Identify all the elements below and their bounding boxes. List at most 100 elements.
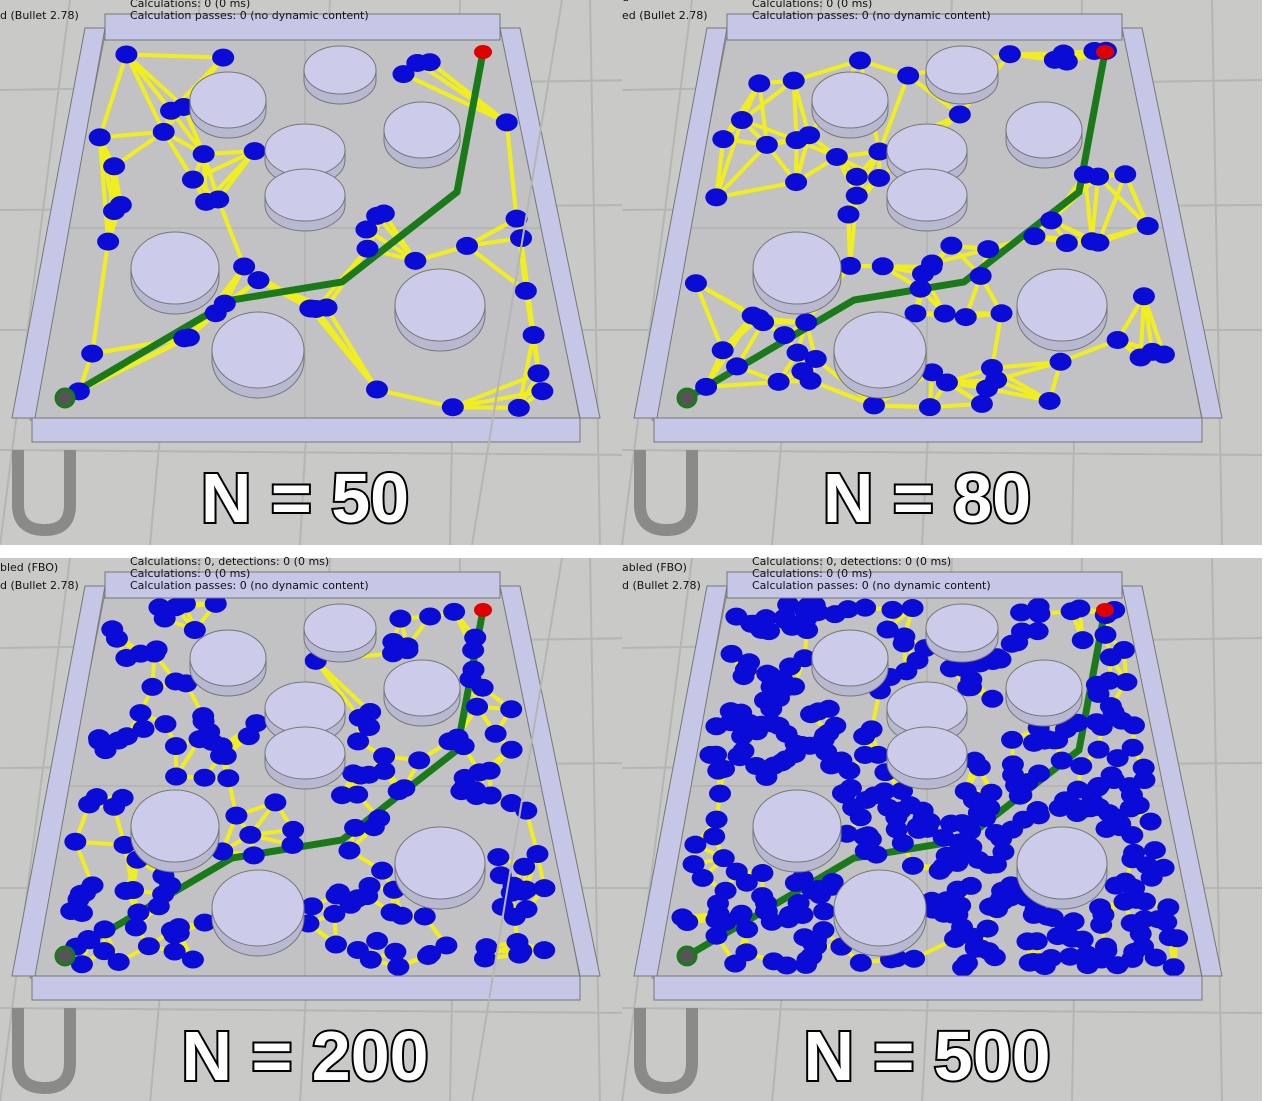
roadmap-node [371,861,394,880]
roadmap-node [514,281,537,300]
roadmap-node [1038,391,1061,410]
roadmap-edge [694,282,725,352]
roadmap-node [389,609,412,628]
roadmap-node [691,868,714,887]
start-robot [676,387,698,409]
roadmap-node [891,834,914,853]
roadmap-node [327,883,350,902]
roadmap-node [1094,625,1117,644]
cylinder-top [383,101,461,159]
roadmap-node [1110,711,1133,730]
status-line: Calculation passes: 0 (no dynamic conten… [752,9,991,22]
roadmap-node [957,678,980,697]
roadmap-edge [757,83,769,146]
roadmap-node [1122,879,1145,898]
roadmap-node [1087,684,1110,703]
roadmap-node [513,857,536,876]
roadmap-node [347,732,370,751]
roadmap-node [1143,841,1166,860]
roadmap-edge [452,371,540,410]
roadmap-edge [991,359,1061,370]
cylinder-top [1016,826,1108,900]
roadmap-node [751,864,774,883]
roadmap-node [435,936,458,955]
floor-tile-line [621,449,1263,456]
roadmap-node [798,126,821,145]
roadmap-node [767,372,790,391]
floor-tile-line [0,557,71,1101]
roadmap-node [839,256,862,275]
roadmap-node [245,714,268,733]
roadmap-node [990,304,1013,323]
roadmap-node [1112,640,1135,659]
roadmap-node [299,299,322,318]
roadmap-node [177,328,200,347]
roadmap-node [848,51,871,70]
roadmap-node [695,377,718,396]
sim-panel: Calculations: 0, detections: 0 (0 ms)Cal… [0,555,641,1101]
sim-panel: Calculations: 0 (0 ms)Calculation passes… [471,0,1263,581]
cylinder-top [189,629,267,687]
roadmap-edge [97,136,117,212]
roadmap-node [60,902,83,921]
roadmap-node [239,825,262,844]
status-line: Calculation passes: 0 (no dynamic conten… [130,579,369,592]
roadmap-node [344,818,367,837]
cylinder-top [264,726,346,780]
roadmap-node [849,808,872,827]
roadmap-node [732,741,755,760]
roadmap-node [955,954,978,973]
roadmap-node [1071,930,1094,949]
roadmap-node [167,918,190,937]
logo-u [634,1008,698,1095]
roadmap-node [456,236,479,255]
roadmap-node [101,620,124,639]
roadmap-node [141,677,164,696]
roadmap-node [505,209,528,228]
roadmap-node [1139,812,1162,831]
start-robot [54,387,76,409]
roadmap-node [1059,947,1082,966]
roadmap-node [1046,731,1069,750]
roadmap-node [358,718,381,737]
cylinder-top [752,789,842,863]
roadmap-node [1090,717,1113,736]
roadmap-node [985,900,1008,919]
roadmap-node [786,343,809,362]
roadmap-node [181,950,204,969]
roadmap-node [1106,749,1129,768]
wall-top [726,571,1123,599]
roadmap-edge [995,359,1062,382]
status-line: Calculation passes: 0 (no dynamic conten… [130,9,369,22]
roadmap-node [705,188,728,207]
floor-tile-line [471,0,563,546]
roadmap-node [465,787,488,806]
roadmap-node [868,168,891,187]
roadmap-node [233,257,256,276]
roadmap-node [1026,622,1049,641]
roadmap-node [735,873,758,892]
roadmap-node [1132,287,1155,306]
roadmap-node [712,849,735,868]
roadmap-node [1025,932,1048,951]
floor-tile-line [621,557,693,1101]
roadmap-node [1079,799,1102,818]
roadmap-node [115,45,138,64]
roadmap-node [1027,806,1050,825]
roadmap-edge [452,389,543,410]
roadmap-node [873,782,896,801]
roadmap-node [526,845,549,864]
goal-marker [474,603,492,617]
roadmap-edge [126,52,224,60]
roadmap-edge [314,659,372,714]
status-line: Calculations: 0 (0 ms) [752,0,872,10]
roadmap-node [1023,227,1046,246]
roadmap-node [980,359,1003,378]
roadmap-node [968,758,991,777]
roadmap-node [338,841,361,860]
roadmap-node [69,884,92,903]
roadmap-node [781,617,804,636]
roadmap-node [773,326,796,345]
roadmap-node [473,949,496,968]
roadmap-node [735,943,758,962]
